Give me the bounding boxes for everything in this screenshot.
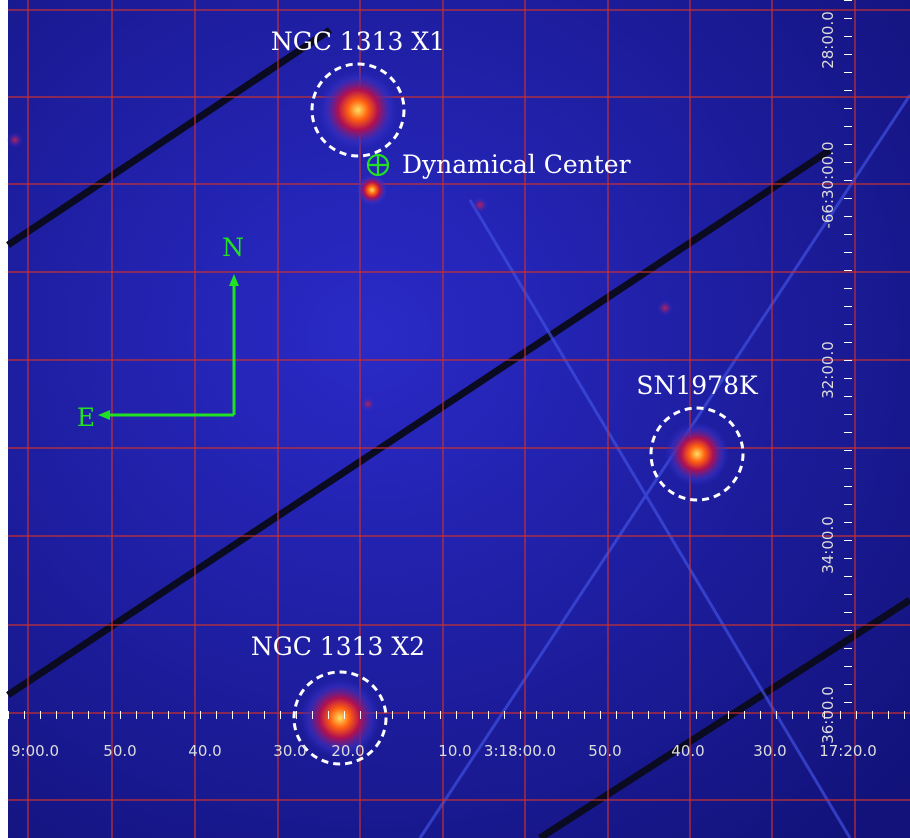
ra-tick-label: 3:18:00.0	[484, 742, 556, 760]
ra-tick-label: 40.0	[188, 742, 221, 760]
source-label: NGC 1313 X2	[251, 632, 425, 661]
dec-tick-label: -66:30:00.0	[819, 141, 837, 228]
marker-label: Dynamical Center	[402, 150, 631, 179]
dec-tick-label: 28:00.0	[819, 11, 837, 69]
source-label: SN1978K	[636, 371, 759, 400]
sky-image: NGC 1313 X1 SN1978K NGC 1313 X2 Dynamica…	[0, 0, 910, 838]
ra-tick-label: 20.0	[331, 742, 364, 760]
faint-source	[472, 197, 488, 213]
faint-source	[657, 300, 673, 316]
dec-tick-label: 34:00.0	[819, 516, 837, 574]
compass-east: E	[77, 403, 95, 432]
ra-tick-label: 50.0	[103, 742, 136, 760]
ra-tick-label: 50.0	[588, 742, 621, 760]
faint-source	[7, 132, 23, 148]
dynamical-center-marker	[368, 155, 388, 175]
dec-tick-label: 32:00.0	[819, 341, 837, 399]
ra-tick-label: 30.0	[753, 742, 786, 760]
ra-tick-label: 10.0	[438, 742, 471, 760]
ra-tick-label: 30.0	[273, 742, 306, 760]
ra-tick-label: 9:00.0	[11, 742, 59, 760]
compass-north: N	[222, 233, 244, 262]
source-nucleus	[356, 174, 388, 206]
source-x1	[318, 70, 398, 150]
source-label: NGC 1313 X1	[271, 27, 445, 56]
ra-tick-label: 40.0	[671, 742, 704, 760]
faint-source	[361, 397, 375, 411]
source-sn1978k	[665, 422, 729, 486]
dec-tick-label: 36:00.0	[819, 686, 837, 744]
